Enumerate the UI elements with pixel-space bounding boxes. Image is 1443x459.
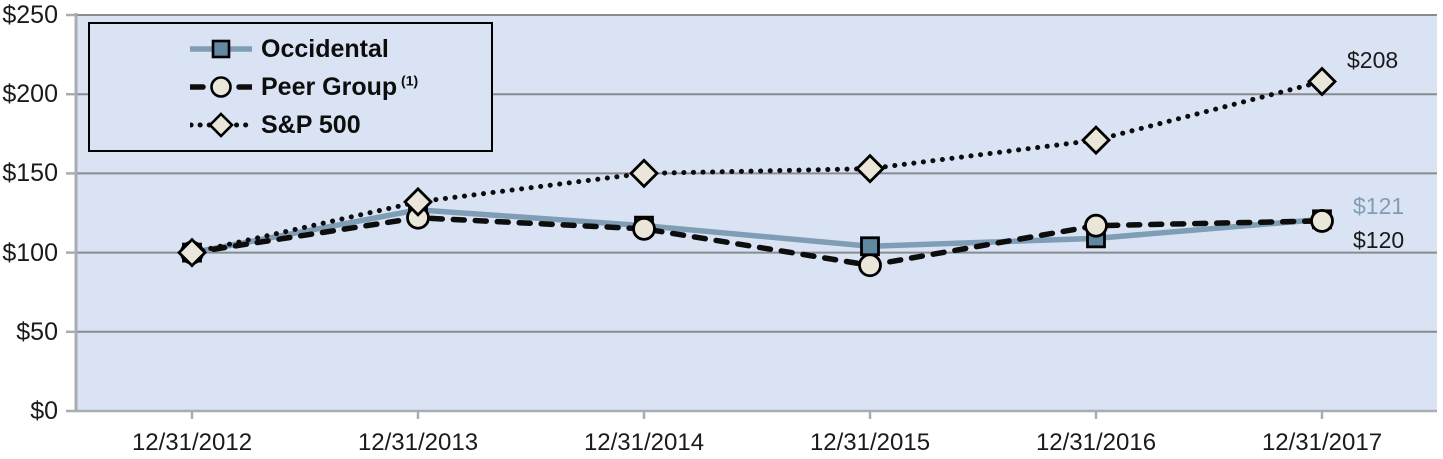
legend-label-text: Occidental — [261, 34, 389, 63]
x-axis-label: 12/31/2013 — [357, 429, 479, 456]
circle-marker-icon — [210, 76, 232, 98]
legend-label-text: S&P 500 — [261, 110, 361, 139]
series-marker-s-p-500 — [855, 153, 885, 184]
y-tick-label: $250 — [2, 1, 58, 29]
y-tick-label: $0 — [30, 397, 58, 425]
series-marker-peer-group — [1084, 213, 1108, 238]
y-tick-label: $50 — [16, 317, 58, 346]
series-marker-occidental — [860, 236, 880, 257]
series-line-occidental — [189, 207, 1325, 256]
chart-legend: Occidental Peer Group (1) S&P 500 — [88, 22, 493, 152]
legend-square-solid-sample-icon — [190, 39, 252, 59]
x-axis-label: 12/31/2015 — [809, 429, 931, 456]
legend-label: Occidental — [261, 35, 389, 64]
legend-diamond-dotted-sample-icon — [190, 112, 252, 138]
legend-label-footnote: (1) — [397, 72, 419, 89]
series-marker-peer-group — [1310, 209, 1334, 233]
legend-label: S&P 500 — [261, 111, 361, 140]
series-line-peer-group — [189, 215, 1325, 269]
legend-item-s-p-500: S&P 500 — [90, 107, 491, 143]
legend-item-occidental: Occidental — [90, 31, 491, 67]
x-axis-label: 12/31/2017 — [1261, 429, 1383, 456]
legend-label: Peer Group (1) — [261, 73, 418, 102]
x-axis-label: 12/31/2016 — [1035, 429, 1157, 456]
end-label-s-p-500: $208 — [1347, 47, 1399, 73]
series-marker-s-p-500 — [403, 186, 433, 217]
diamond-marker-icon — [208, 112, 234, 138]
y-tick-label: $200 — [2, 80, 58, 109]
end-label-peer-group: $120 — [1353, 227, 1405, 253]
series-marker-peer-group — [858, 253, 882, 278]
legend-label-text: Peer Group — [261, 72, 398, 101]
series-marker-s-p-500 — [1307, 66, 1337, 97]
y-tick-label: $100 — [2, 238, 58, 267]
series-marker-s-p-500 — [177, 237, 207, 268]
legend-circle-dashed-sample-icon — [190, 76, 252, 98]
series-marker-s-p-500 — [1081, 125, 1111, 156]
y-tick-label: $150 — [2, 159, 58, 188]
x-axis-label: 12/31/2014 — [583, 429, 705, 456]
series-marker-peer-group — [632, 216, 656, 241]
x-axis-label: 12/31/2012 — [131, 429, 253, 456]
series-line-s-p-500 — [189, 79, 1325, 256]
legend-item-peer-group: Peer Group (1) — [90, 69, 491, 105]
square-marker-icon — [211, 39, 231, 59]
series-marker-s-p-500 — [629, 158, 659, 189]
end-label-occidental: $121 — [1353, 193, 1405, 219]
